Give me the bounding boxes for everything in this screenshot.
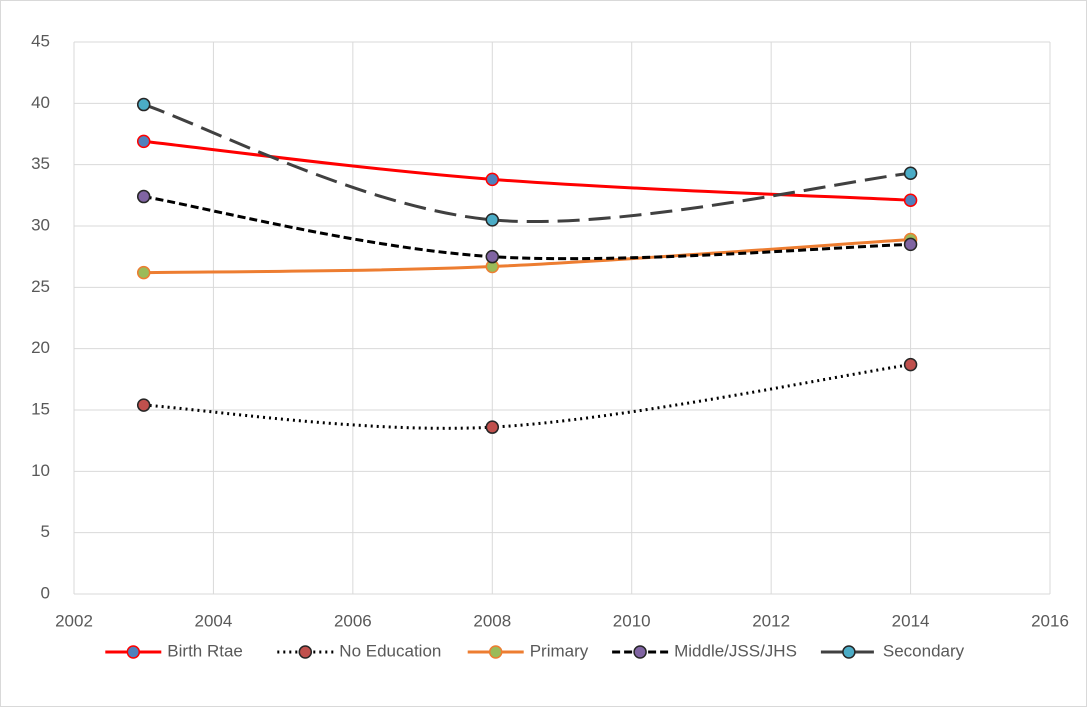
y-tick-label: 0 <box>41 583 50 602</box>
legend-label: Birth Rtae <box>167 641 243 660</box>
data-point <box>485 249 500 264</box>
legend-marker <box>298 645 313 659</box>
data-point <box>136 398 151 412</box>
y-tick-label: 15 <box>31 399 50 418</box>
legend-marker <box>842 645 856 659</box>
x-tick-label: 2012 <box>752 611 790 630</box>
legend-label: No Education <box>339 641 441 660</box>
legend-marker <box>488 645 503 659</box>
x-tick-label: 2002 <box>55 611 93 630</box>
data-point <box>485 213 500 227</box>
data-point <box>485 172 500 187</box>
x-tick-label: 2010 <box>613 611 651 630</box>
series-line <box>143 103 911 224</box>
legend-label: Secondary <box>883 641 965 660</box>
series-line <box>143 363 911 430</box>
data-point <box>903 193 918 207</box>
data-point <box>136 265 151 280</box>
data-point <box>136 97 151 112</box>
y-tick-label: 20 <box>31 338 50 357</box>
y-tick-label: 10 <box>31 461 50 480</box>
x-tick-label: 2006 <box>334 611 372 630</box>
y-tick-label: 45 <box>31 31 50 50</box>
data-point <box>903 357 918 372</box>
y-tick-label: 30 <box>31 215 50 234</box>
x-tick-label: 2008 <box>473 611 511 630</box>
data-point <box>136 134 151 149</box>
legend-label: Middle/JSS/JHS <box>674 641 797 660</box>
x-tick-label: 2016 <box>1031 611 1069 630</box>
legend-marker <box>126 645 141 659</box>
legend-marker <box>633 645 647 659</box>
legend-label: Primary <box>530 641 589 660</box>
y-tick-label: 40 <box>31 93 50 112</box>
x-tick-label: 2004 <box>195 611 233 630</box>
x-tick-label: 2014 <box>892 611 930 630</box>
data-point <box>136 189 151 204</box>
data-point <box>485 420 500 434</box>
data-point <box>903 166 918 181</box>
y-tick-label: 35 <box>31 154 50 173</box>
y-tick-label: 5 <box>41 522 50 541</box>
data-point <box>903 237 918 252</box>
y-tick-label: 25 <box>31 277 50 296</box>
